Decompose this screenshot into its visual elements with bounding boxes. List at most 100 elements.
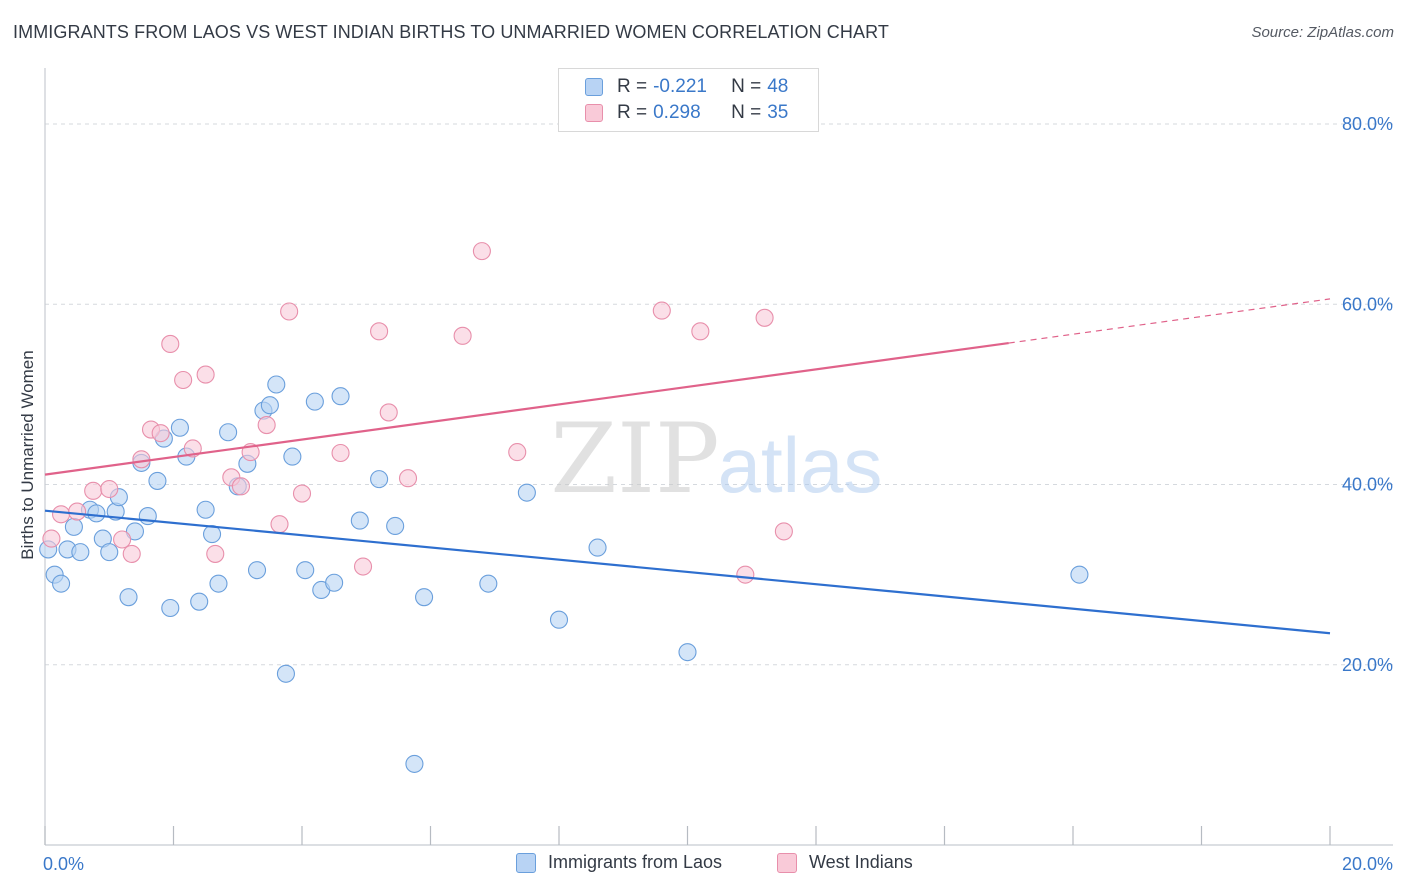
y-tick-label: 40.0%: [1342, 475, 1393, 495]
laos-point: [148, 471, 167, 490]
west-indian-point: [52, 505, 71, 524]
west-indian-point: [331, 443, 350, 463]
west-indian-point: [100, 479, 119, 499]
west-indian-point: [370, 322, 389, 341]
west-indian-point: [472, 242, 491, 261]
laos-point: [305, 392, 324, 411]
west-indian-point: [257, 416, 276, 435]
laos-point: [331, 387, 350, 406]
west-indian-trendline-extension: [1008, 298, 1331, 344]
west-indian-point: [691, 322, 710, 341]
axes: [44, 68, 1393, 846]
laos-trendline: [44, 509, 1331, 635]
west-indian-point: [84, 481, 103, 500]
r-label: R =: [617, 102, 648, 123]
legend-item-laos[interactable]: Immigrants from Laos: [516, 852, 722, 873]
y-tick-label: 60.0%: [1342, 294, 1393, 314]
west-indian-point: [652, 301, 671, 320]
west-indian-point: [68, 502, 87, 521]
y-tick-label: 20.0%: [1342, 655, 1393, 675]
west-indian-point: [151, 424, 170, 443]
laos-point: [386, 516, 405, 536]
laos-point: [370, 470, 389, 489]
laos-point: [64, 517, 83, 536]
west-indian-point: [122, 544, 141, 563]
data-points: [39, 242, 1089, 773]
r-value: 0.298: [653, 102, 701, 123]
laos-point: [588, 538, 607, 557]
laos-point: [267, 375, 286, 394]
laos-point: [71, 543, 90, 562]
laos-point: [209, 574, 228, 593]
watermark-zip: ZIP: [550, 403, 719, 515]
laos-point: [415, 588, 434, 607]
laos-point: [350, 511, 369, 530]
x-tick-label: 0.0%: [43, 854, 84, 874]
tick-labels: 20.0% 40.0% 60.0% 80.0% 0.0% 20.0%: [43, 114, 1393, 874]
west-indians-legend-swatch: [777, 852, 797, 873]
laos-point: [276, 664, 295, 683]
west-indian-point: [379, 403, 398, 422]
watermark: ZIP atlas: [550, 403, 882, 515]
laos-point: [479, 574, 498, 593]
west-indian-point: [398, 469, 418, 488]
x-tick-label: 20.0%: [1342, 854, 1393, 874]
trend-lines: [44, 298, 1331, 635]
stats-legend: R = -0.221 N = 48 R = 0.298 N = 35: [558, 68, 819, 132]
laos-point: [678, 643, 697, 662]
laos-point: [161, 598, 180, 618]
west-indian-trendline: [44, 341, 1009, 476]
laos-legend-swatch: [516, 852, 536, 873]
stats-row-laos: R = -0.221 N = 48: [585, 75, 788, 99]
laos-point: [100, 543, 119, 562]
west-indian-point: [183, 439, 202, 458]
legend-label-west-indians: West Indians: [809, 852, 913, 872]
west-indian-point: [353, 557, 373, 576]
laos-point: [52, 574, 71, 593]
west-indian-point: [292, 484, 312, 503]
laos-point: [190, 592, 209, 611]
grid-lines: [45, 123, 1393, 666]
laos-point: [296, 561, 315, 580]
west-indian-point: [736, 565, 755, 584]
laos-point: [325, 573, 344, 592]
west-indian-point: [453, 326, 472, 345]
west-indian-point: [132, 450, 151, 469]
west-indian-point: [196, 365, 215, 384]
stats-row-west-indians: R = 0.298 N = 35: [585, 101, 788, 125]
laos-point: [260, 396, 279, 415]
n-value: 48: [767, 76, 789, 97]
laos-point: [219, 423, 238, 442]
laos-point: [196, 500, 215, 519]
laos-point: [283, 447, 302, 466]
source-label: Source: ZipAtlas.com: [1251, 24, 1394, 41]
laos-point: [405, 754, 424, 773]
west-indian-point: [113, 530, 132, 549]
r-value: -0.221: [653, 76, 707, 97]
laos-point: [119, 588, 138, 607]
watermark-atlas: atlas: [718, 421, 883, 509]
laos-point: [87, 504, 106, 523]
series-legend: Immigrants from Laos West Indians: [0, 852, 1406, 876]
west-indians-swatch: [585, 104, 603, 122]
laos-point: [517, 483, 536, 502]
laos-point: [125, 522, 144, 541]
west-indian-point: [280, 302, 299, 321]
y-tick-label: 80.0%: [1342, 114, 1393, 134]
west-indian-point: [206, 544, 225, 563]
laos-point: [247, 561, 267, 580]
laos-point: [549, 610, 569, 629]
west-indian-point: [231, 477, 251, 496]
west-indian-point: [508, 443, 527, 462]
legend-item-west-indians[interactable]: West Indians: [777, 852, 913, 873]
west-indian-point: [774, 522, 793, 541]
chart-title: IMMIGRANTS FROM LAOS VS WEST INDIAN BIRT…: [13, 22, 889, 42]
n-label: N =: [731, 76, 762, 97]
legend-label-laos: Immigrants from Laos: [548, 852, 723, 872]
west-indian-point: [42, 529, 61, 548]
laos-point: [170, 418, 189, 437]
laos-point: [1070, 565, 1089, 584]
west-indian-point: [174, 370, 193, 390]
r-label: R =: [617, 76, 648, 97]
